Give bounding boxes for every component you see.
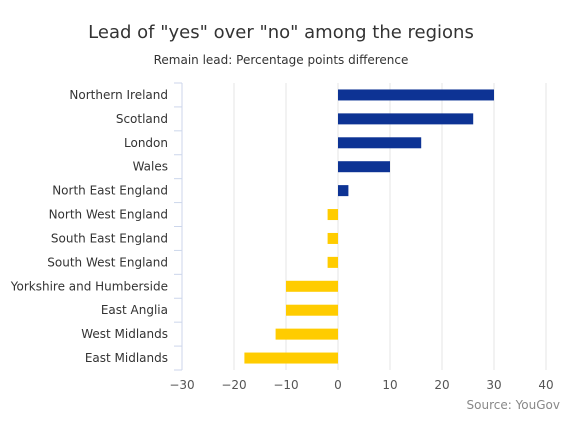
- bar: [338, 113, 474, 125]
- bar: [244, 352, 338, 364]
- category-label: Scotland: [116, 112, 168, 126]
- category-label: Northern Ireland: [69, 88, 168, 102]
- category-label: South West England: [47, 255, 168, 269]
- bar: [327, 209, 338, 221]
- bars: [244, 89, 494, 364]
- bar: [286, 280, 338, 292]
- category-label: North West England: [49, 208, 168, 222]
- category-label: London: [124, 136, 168, 150]
- x-tick-label: −20: [221, 378, 246, 392]
- gridlines: [181, 83, 547, 370]
- category-label: Yorkshire and Humberside: [10, 279, 168, 293]
- category-label: Wales: [133, 160, 168, 174]
- x-tick-label: −10: [273, 378, 298, 392]
- bar: [338, 89, 494, 101]
- x-tick-label: 0: [334, 378, 342, 392]
- chart-title: Lead of "yes" over "no" among the region…: [88, 22, 474, 43]
- bar: [275, 328, 338, 340]
- category-label: South East England: [51, 231, 168, 245]
- bar: [327, 256, 338, 268]
- x-axis-labels: −30 −20 −10 0 10 20 30 40: [169, 378, 553, 392]
- bar: [338, 185, 349, 197]
- bar: [327, 232, 338, 244]
- x-tick-label: −30: [169, 378, 194, 392]
- bar: [286, 304, 338, 316]
- category-label: West Midlands: [81, 327, 168, 341]
- chart-subtitle: Remain lead: Percentage points differenc…: [154, 53, 409, 67]
- x-tick-label: 40: [538, 378, 553, 392]
- source-credit: Source: YouGov: [467, 398, 561, 412]
- x-tick-label: 20: [434, 378, 449, 392]
- bar: [338, 161, 390, 173]
- y-axis-ticks: [174, 82, 182, 371]
- category-label: North East England: [52, 184, 168, 198]
- category-label: East Midlands: [85, 351, 168, 365]
- category-label: East Anglia: [101, 303, 168, 317]
- category-labels: Northern Ireland Scotland London Wales North…: [10, 88, 168, 365]
- x-tick-label: 30: [486, 378, 501, 392]
- bar: [338, 137, 422, 149]
- x-tick-label: 10: [382, 378, 397, 392]
